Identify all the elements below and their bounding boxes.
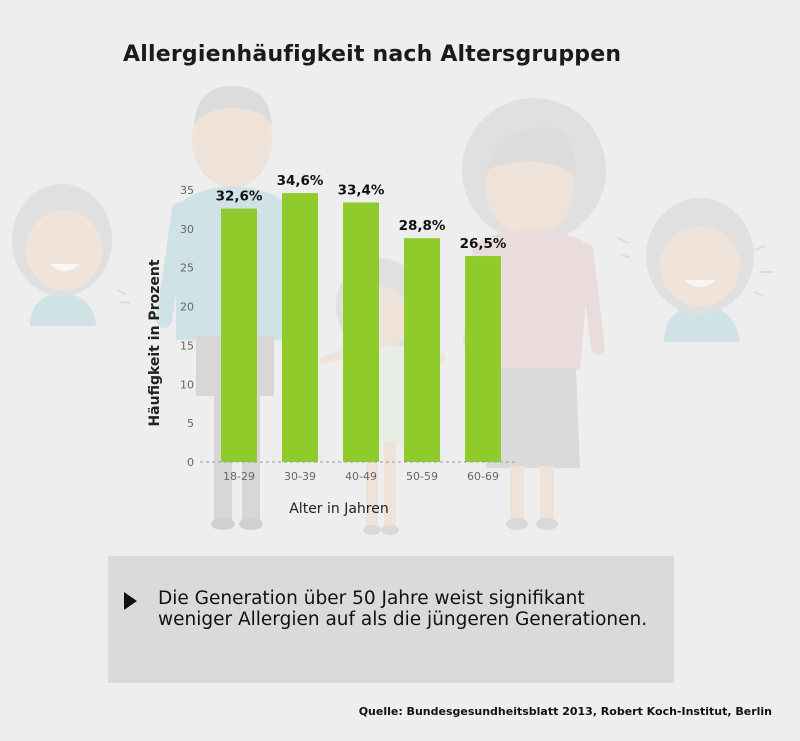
x-axis-label: Alter in Jahren bbox=[289, 501, 389, 517]
y-tick-label: 0 bbox=[187, 456, 194, 469]
y-tick-label: 35 bbox=[180, 184, 194, 197]
y-tick-label: 15 bbox=[180, 339, 194, 352]
bars bbox=[221, 193, 501, 463]
x-tick-labels: 18-29 30-39 40-49 50-59 60-69 bbox=[223, 470, 499, 483]
x-tick-label: 50-59 bbox=[406, 470, 438, 483]
bar-18-29 bbox=[221, 208, 257, 462]
bar-value-label: 32,6% bbox=[216, 189, 263, 205]
bar-value-label: 34,6% bbox=[277, 173, 324, 189]
bar-value-label: 26,5% bbox=[460, 236, 507, 252]
y-axis-label: Häufigkeit in Prozent bbox=[147, 259, 163, 426]
key-finding-box: Die Generation über 50 Jahre weist signi… bbox=[108, 556, 674, 683]
x-tick-label: 60-69 bbox=[467, 470, 499, 483]
y-axis-title: Häufigkeit in Prozent bbox=[147, 259, 163, 426]
y-tick-label: 5 bbox=[187, 417, 194, 430]
play-arrow-icon bbox=[124, 592, 137, 610]
source-note: Quelle: Bundesgesundheitsblatt 2013, Rob… bbox=[358, 705, 772, 718]
bar-value-label: 33,4% bbox=[338, 182, 385, 198]
x-tick-label: 40-49 bbox=[345, 470, 377, 483]
girl-left-figure bbox=[12, 184, 131, 326]
x-tick-label: 30-39 bbox=[284, 470, 316, 483]
girl-right-figure bbox=[617, 198, 772, 342]
y-tick-label: 25 bbox=[180, 262, 194, 275]
page-title: Allergienhäufigkeit nach Altersgruppen bbox=[123, 42, 622, 67]
key-finding-text: Die Generation über 50 Jahre weist signi… bbox=[158, 588, 648, 630]
woman-figure bbox=[462, 98, 606, 530]
x-tick-label: 18-29 bbox=[223, 470, 255, 483]
y-tick-label: 30 bbox=[180, 223, 194, 236]
bar-60-69 bbox=[465, 256, 501, 462]
bar-30-39 bbox=[282, 193, 318, 462]
bar-value-label: 28,8% bbox=[399, 218, 446, 234]
y-tick-label: 10 bbox=[180, 378, 194, 391]
bar-50-59 bbox=[404, 238, 440, 462]
y-tick-label: 20 bbox=[180, 301, 194, 314]
bar-data-labels: 32,6% 34,6% 33,4% 28,8% 26,5% bbox=[216, 173, 507, 252]
y-tick-labels: 0 5 10 15 20 25 30 35 bbox=[180, 184, 194, 469]
bar-40-49 bbox=[343, 202, 379, 463]
